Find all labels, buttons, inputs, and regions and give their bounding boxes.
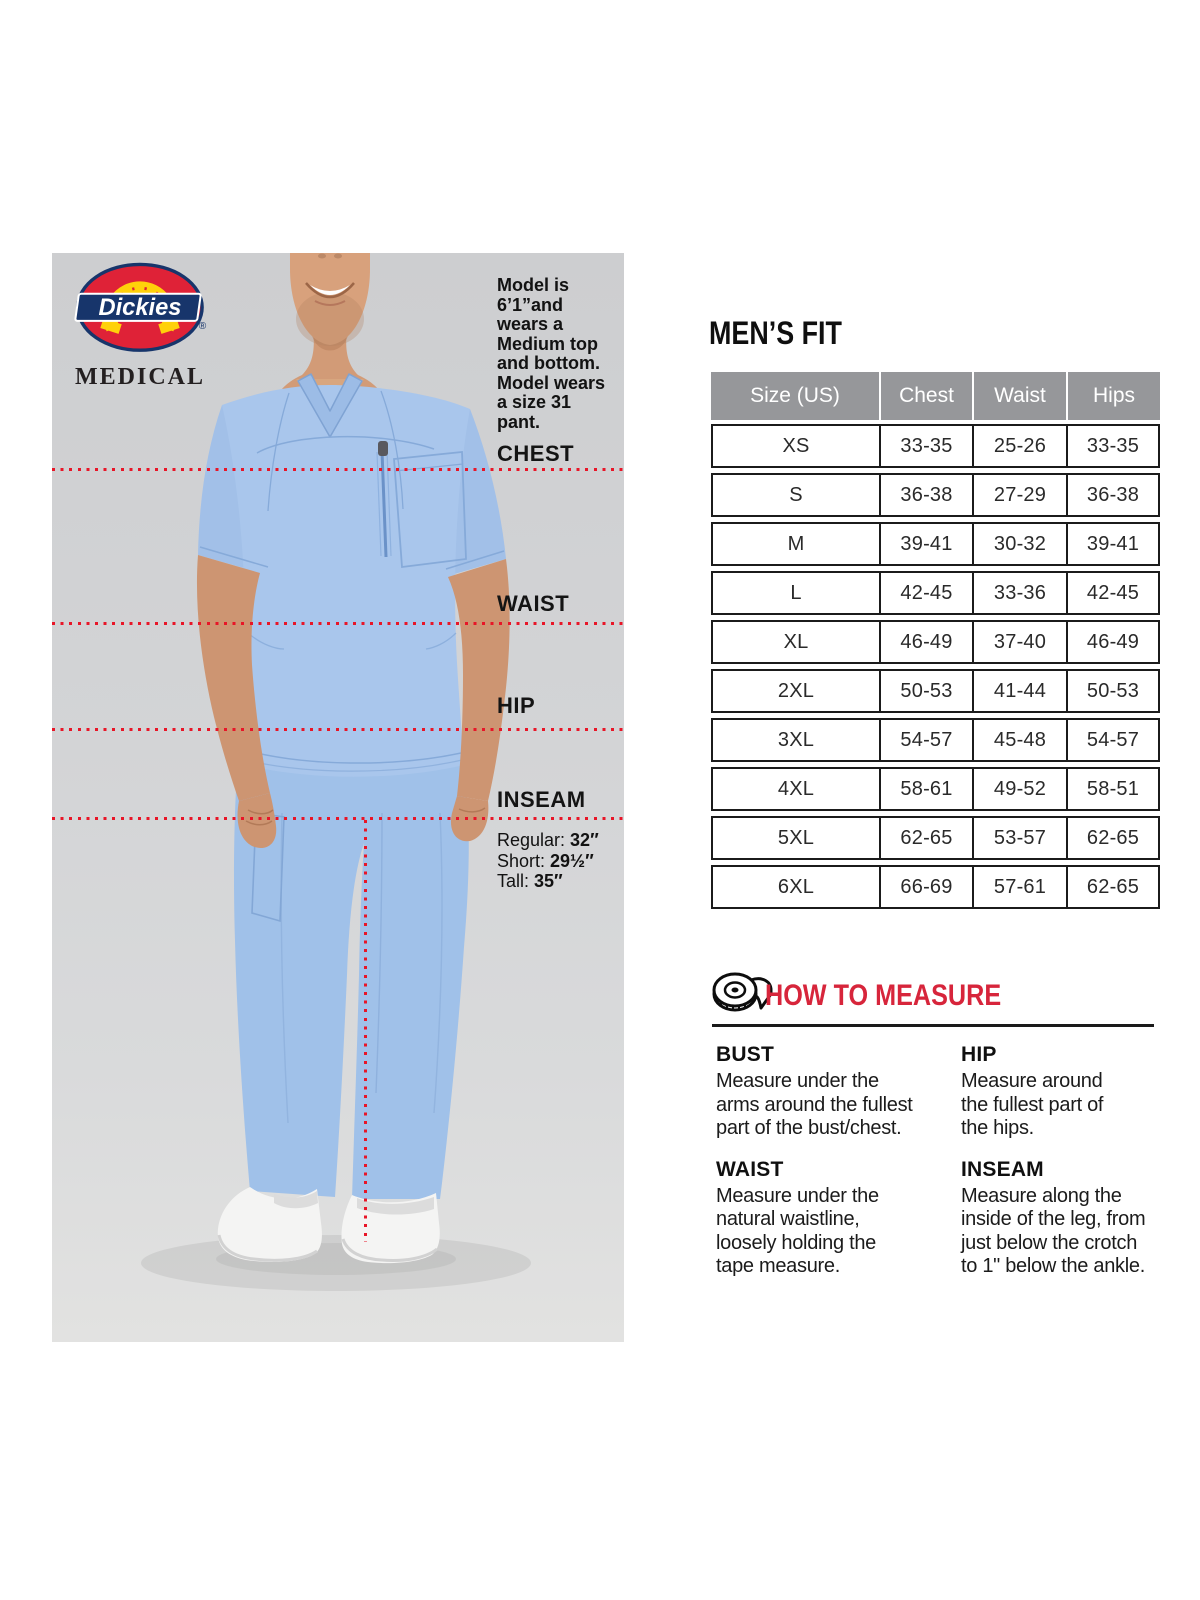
table-cell: 57-61 (972, 867, 1066, 907)
table-cell: 36-38 (1066, 475, 1158, 515)
table-cell: 25-26 (972, 426, 1066, 466)
page-title: MEN’S FIT (709, 315, 842, 351)
sub-brand-label: MEDICAL (74, 364, 205, 390)
table-cell: 42-45 (1066, 573, 1158, 613)
table-cell: 58-51 (1066, 769, 1158, 809)
table-cell: 33-36 (972, 573, 1066, 613)
table-cell: XL (783, 630, 809, 653)
table-cell: 41-44 (972, 671, 1066, 711)
table-cell: 45-48 (972, 720, 1066, 760)
table-row: 3XL 54-57 45-48 54-57 (711, 718, 1160, 762)
table-cell: 46-49 (879, 622, 972, 662)
table-cell: 33-35 (879, 426, 972, 466)
size-table: Size (US) Chest Waist Hips XS 33-35 25-26 3… (711, 372, 1160, 909)
table-cell: M (787, 532, 805, 555)
table-row: M 39-41 30-32 39-41 (711, 522, 1160, 566)
table-cell: 66-69 (879, 867, 972, 907)
inseam-option-short: Short: 29½″ (497, 850, 594, 871)
registered-mark: ® (199, 321, 207, 332)
table-cell: 62-65 (879, 818, 972, 858)
dickies-logo: Dickies ® MEDICAL (72, 261, 208, 391)
table-cell: 54-57 (1066, 720, 1158, 760)
table-cell: 46-49 (1066, 622, 1158, 662)
table-cell: 5XL (777, 826, 815, 849)
table-cell: S (789, 483, 803, 506)
table-row: 2XL 50-53 41-44 50-53 (711, 669, 1160, 713)
divider (712, 1024, 1154, 1027)
table-row: S 36-38 27-29 36-38 (711, 473, 1160, 517)
measure-term: INSEAM (961, 1157, 1044, 1181)
measure-definitions-left: BUST Measure under the arms around the f… (716, 1043, 948, 1296)
table-cell: 62-65 (1066, 867, 1158, 907)
inseam-measure-line (52, 817, 624, 820)
table-cell: 39-41 (1066, 524, 1158, 564)
table-cell: 2XL (777, 679, 815, 702)
table-row: 6XL 66-69 57-61 62-65 (711, 865, 1160, 909)
table-row: XL 46-49 37-40 46-49 (711, 620, 1160, 664)
table-cell: 30-32 (972, 524, 1066, 564)
measure-term: BUST (716, 1043, 774, 1066)
measure-definition: Measure under the natural waistline, loo… (716, 1184, 879, 1278)
column-header-size: Size (US) (750, 384, 840, 407)
table-cell: 37-40 (972, 622, 1066, 662)
measure-item-inseam: INSEAM Measure along the inside of the l… (961, 1158, 1158, 1279)
model-illustration (141, 253, 531, 1291)
dickies-logo-text: Dickies (98, 295, 181, 321)
tape-measure-icon (712, 972, 773, 1012)
table-row: 5XL 62-65 53-57 62-65 (711, 816, 1160, 860)
chest-measure-line (52, 468, 624, 471)
chest-label: CHEST (497, 441, 575, 466)
size-table-header: Size (US) Chest Waist Hips (711, 372, 1160, 420)
table-cell: 58-61 (879, 769, 972, 809)
inseam-length-options: Regular: 32″ Short: 29½″ Tall: 35″ (497, 830, 599, 892)
table-cell: 27-29 (972, 475, 1066, 515)
measure-term: WAIST (716, 1157, 784, 1181)
column-header-chest: Chest (879, 372, 972, 420)
inseam-vertical-line (364, 820, 367, 1242)
table-cell: 39-41 (879, 524, 972, 564)
table-cell: 36-38 (879, 475, 972, 515)
inseam-label: INSEAM (497, 787, 586, 812)
table-row: 4XL 58-61 49-52 58-51 (711, 767, 1160, 811)
measure-item-bust: BUST Measure under the arms around the f… (716, 1043, 948, 1141)
inseam-option-tall: Tall: 35″ (497, 871, 563, 891)
table-cell: 49-52 (972, 769, 1066, 809)
measure-definitions: BUST Measure under the arms around the f… (716, 1043, 1158, 1296)
measure-definition: Measure along the inside of the leg, fro… (961, 1184, 1146, 1278)
table-cell: 62-65 (1066, 818, 1158, 858)
measure-definitions-right: HIP Measure around the fullest part of t… (961, 1043, 1158, 1296)
dickies-logo-icon: Dickies ® (74, 262, 207, 352)
table-cell: 33-35 (1066, 426, 1158, 466)
table-cell: XS (782, 434, 810, 457)
measure-definition: Measure around the fullest part of the h… (961, 1070, 1104, 1139)
table-cell: 42-45 (879, 573, 972, 613)
model-photo-panel: Dickies ® MEDICAL Model is 6’1”and wears… (52, 253, 624, 1342)
table-cell: L (790, 581, 802, 604)
size-table-rows: XS 33-35 25-26 33-35 S 36-38 27-29 36-38 M 39-41 3… (711, 420, 1160, 909)
table-cell: 50-53 (1066, 671, 1158, 711)
measure-term: HIP (961, 1043, 997, 1066)
table-cell: 6XL (777, 875, 815, 898)
table-row: XS 33-35 25-26 33-35 (711, 424, 1160, 468)
inseam-option-regular: Regular: 32″ (497, 830, 599, 850)
column-header-hips: Hips (1066, 372, 1160, 420)
hip-measure-line (52, 728, 624, 731)
table-cell: 53-57 (972, 818, 1066, 858)
table-cell: 50-53 (879, 671, 972, 711)
column-header-waist: Waist (972, 372, 1066, 420)
how-to-measure-title: HOW TO MEASURE (765, 979, 1002, 1012)
measure-item-hip: HIP Measure around the fullest part of t… (961, 1043, 1158, 1141)
waist-label: WAIST (497, 591, 570, 616)
model-note: Model is 6’1”and wears a Medium top and … (497, 275, 606, 432)
table-cell: 4XL (777, 777, 815, 800)
measure-definition: Measure under the arms around the fulles… (716, 1070, 913, 1139)
hip-label: HIP (497, 693, 536, 718)
table-cell: 54-57 (879, 720, 972, 760)
waist-measure-line (52, 622, 624, 625)
table-row: L 42-45 33-36 42-45 (711, 571, 1160, 615)
measure-item-waist: WAIST Measure under the natural waistlin… (716, 1158, 948, 1279)
table-cell: 3XL (777, 728, 815, 751)
